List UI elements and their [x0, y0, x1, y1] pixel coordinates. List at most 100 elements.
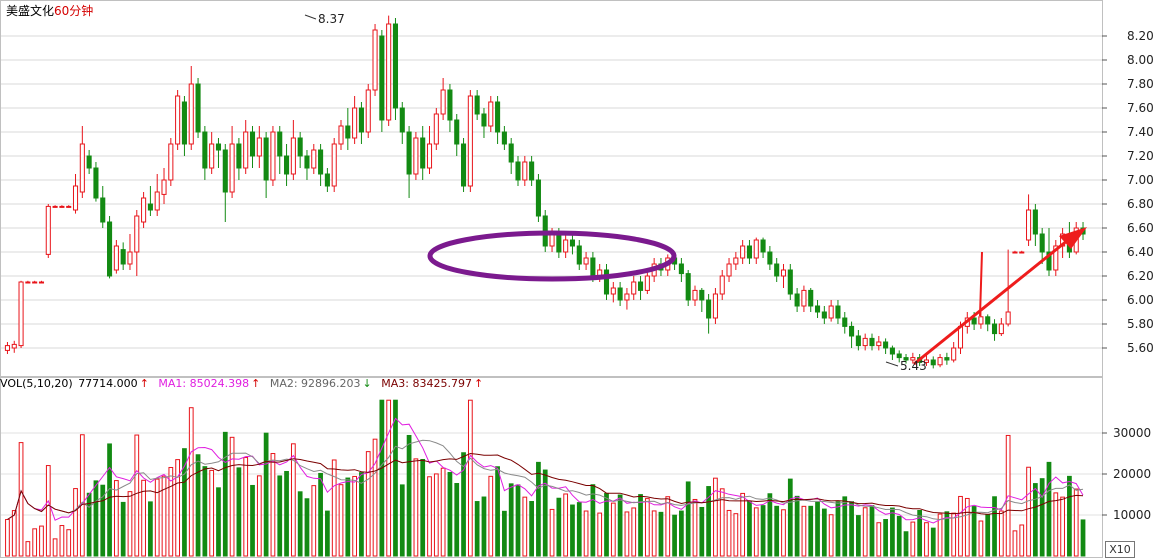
volume-bar — [359, 472, 364, 557]
volume-bar — [944, 511, 950, 557]
candle — [406, 126, 412, 198]
volume-bar — [263, 432, 269, 557]
volume-tick-label: 10000 — [1113, 508, 1151, 522]
volume-bar — [1073, 488, 1079, 557]
volume-panel-frame — [0, 377, 1103, 558]
high-price-label: 8.37 — [318, 12, 345, 26]
volume-bar — [175, 459, 181, 557]
candle — [18, 280, 24, 348]
candle — [678, 258, 684, 282]
volume-bar — [202, 466, 208, 557]
candle — [161, 168, 167, 204]
candle — [603, 264, 610, 300]
volume-bar — [93, 480, 99, 557]
ma3-arrow: ↑ — [473, 377, 484, 390]
volume-bar — [141, 479, 146, 557]
candle — [127, 234, 133, 270]
volume-tick-label: 30000 — [1113, 426, 1151, 440]
volume-bar — [951, 512, 957, 557]
volume-value: 77714.000 — [78, 377, 138, 390]
candle — [876, 336, 882, 351]
volume-bar — [39, 525, 44, 557]
volume-bar — [52, 538, 58, 557]
high-price-pointer — [304, 14, 317, 20]
extreme-labels: 8.37 5.43 — [304, 12, 927, 373]
price-tick-label: 5.60 — [1127, 341, 1154, 355]
candlesticks — [4, 15, 1086, 369]
candle — [440, 78, 446, 120]
volume-bar — [1012, 530, 1018, 557]
candle — [733, 252, 739, 270]
price-axis: 8.20 8.00 7.80 7.60 7.40 7.20 7.00 6.80 6.60 6.40… — [1102, 29, 1154, 355]
candle — [311, 144, 317, 174]
candle — [52, 205, 58, 208]
price-tick-label: 7.20 — [1127, 149, 1154, 163]
volume-bar — [992, 496, 997, 557]
candle — [522, 156, 528, 186]
candle — [991, 319, 998, 341]
volume-bar — [372, 438, 378, 557]
volume-bar — [209, 469, 215, 557]
volume-bar — [556, 497, 562, 557]
volume-bar — [658, 511, 664, 557]
candle — [447, 84, 453, 132]
candle — [256, 126, 262, 168]
volume-bar — [1080, 519, 1086, 557]
volume-bar — [1067, 475, 1072, 557]
candle — [474, 90, 480, 120]
volume-tick-label: 20000 — [1113, 467, 1151, 481]
volume-bar — [148, 501, 153, 557]
candle — [889, 345, 895, 360]
volume-bar — [120, 501, 126, 557]
volume-bar — [835, 501, 841, 557]
candle — [175, 90, 181, 150]
volume-bar — [440, 467, 446, 557]
volume-bar — [413, 458, 419, 557]
volume-bar — [699, 506, 705, 557]
candle — [345, 108, 351, 150]
volume-bar — [821, 508, 827, 557]
candle — [637, 276, 644, 300]
candle — [631, 276, 637, 300]
volume-bar — [1032, 483, 1038, 557]
candle — [903, 354, 909, 364]
volume-bars — [5, 399, 1086, 557]
volume-bar — [399, 484, 405, 557]
candle — [297, 132, 303, 168]
candle — [780, 264, 787, 288]
trend-arrow-head — [1059, 227, 1087, 249]
volume-bar — [461, 452, 466, 557]
candle — [304, 150, 310, 180]
candle — [290, 120, 296, 180]
volume-bar — [134, 434, 140, 557]
low-price-label: 5.43 — [900, 359, 927, 373]
candle — [1032, 204, 1038, 246]
volume-bar — [1046, 461, 1052, 557]
volume-bar — [978, 520, 984, 557]
candle — [4, 342, 10, 354]
volume-bar — [890, 507, 895, 557]
volume-bar — [767, 493, 773, 557]
candle — [120, 242, 126, 270]
candle — [372, 24, 378, 96]
ma3-value: MA3: 83425.797 — [381, 377, 472, 390]
candle — [998, 318, 1004, 336]
candle — [814, 300, 821, 318]
candle — [712, 288, 718, 324]
volume-bar — [216, 487, 221, 557]
price-tick-label: 6.60 — [1127, 221, 1154, 235]
price-tick-label: 6.00 — [1127, 293, 1154, 307]
candle — [66, 205, 72, 208]
ma1-value: MA1: 85024.398 — [158, 377, 250, 390]
price-tick-label: 6.80 — [1127, 197, 1154, 211]
zoom-button[interactable]: X10 — [1105, 541, 1135, 558]
volume-bar — [924, 522, 929, 557]
candle — [154, 174, 160, 216]
candle — [352, 96, 358, 144]
candle — [426, 126, 433, 174]
candle — [569, 234, 576, 255]
volume-bar — [195, 454, 201, 557]
candle — [862, 333, 868, 351]
volume-bar — [862, 507, 868, 557]
volume-bar — [964, 497, 970, 557]
